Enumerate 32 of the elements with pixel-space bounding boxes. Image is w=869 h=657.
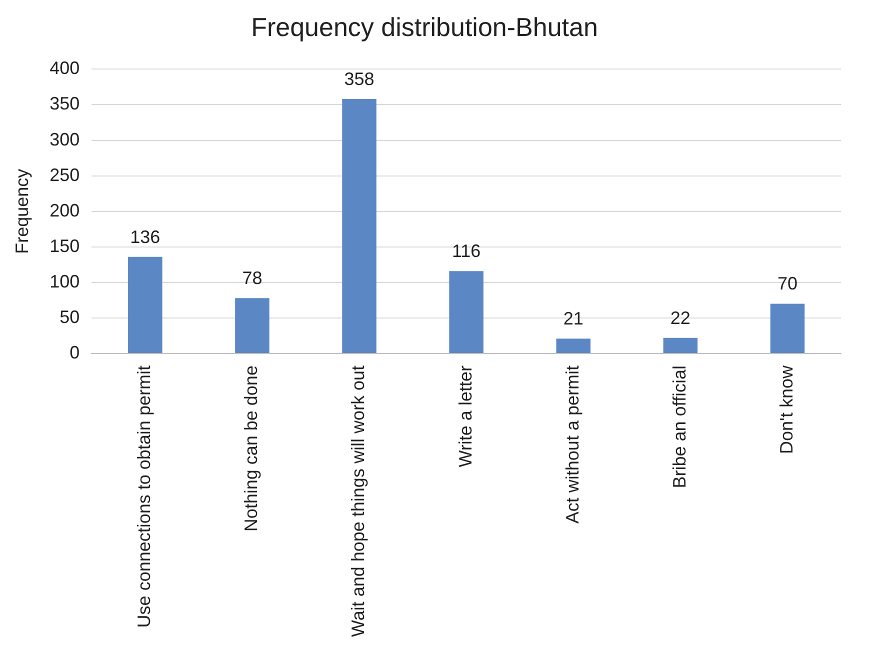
x-tick-label: Wait and hope things will work out [348, 366, 368, 637]
bar [770, 304, 805, 354]
data-label: 358 [344, 69, 374, 90]
bar [128, 256, 162, 354]
x-tick-label: Bribe an official [669, 366, 690, 488]
bar [449, 271, 484, 354]
y-tick-label: 400 [50, 58, 80, 78]
bar [663, 338, 698, 354]
data-label: 70 [777, 274, 798, 294]
y-tick-label: 50 [60, 306, 80, 327]
chart-title: Frequency distribution-Bhutan [251, 12, 598, 42]
data-label: 116 [452, 241, 481, 262]
data-label: 136 [130, 226, 160, 247]
data-label: 21 [563, 308, 584, 329]
x-tick-label: Write a letter [455, 366, 476, 468]
y-tick-label: 150 [50, 236, 80, 256]
x-tick-label: Act without a permit [562, 366, 582, 524]
y-tick-label: 200 [50, 200, 80, 220]
y-tick-label: 100 [50, 271, 80, 292]
bar [235, 298, 270, 354]
x-tick-label: Nothing can be done [241, 366, 262, 532]
data-label: 22 [670, 308, 690, 328]
x-tick-label: Use connections to obtain permit [134, 366, 154, 628]
y-tick-label: 0 [70, 342, 80, 362]
y-tick-label: 350 [50, 94, 80, 114]
data-label: 78 [242, 268, 262, 288]
x-tick-label: Don't know [776, 364, 796, 454]
bar [556, 338, 590, 354]
y-tick-label: 250 [50, 164, 80, 185]
y-axis-title: Frequency [12, 168, 32, 254]
y-tick-label: 300 [50, 129, 80, 150]
bar [342, 99, 376, 354]
